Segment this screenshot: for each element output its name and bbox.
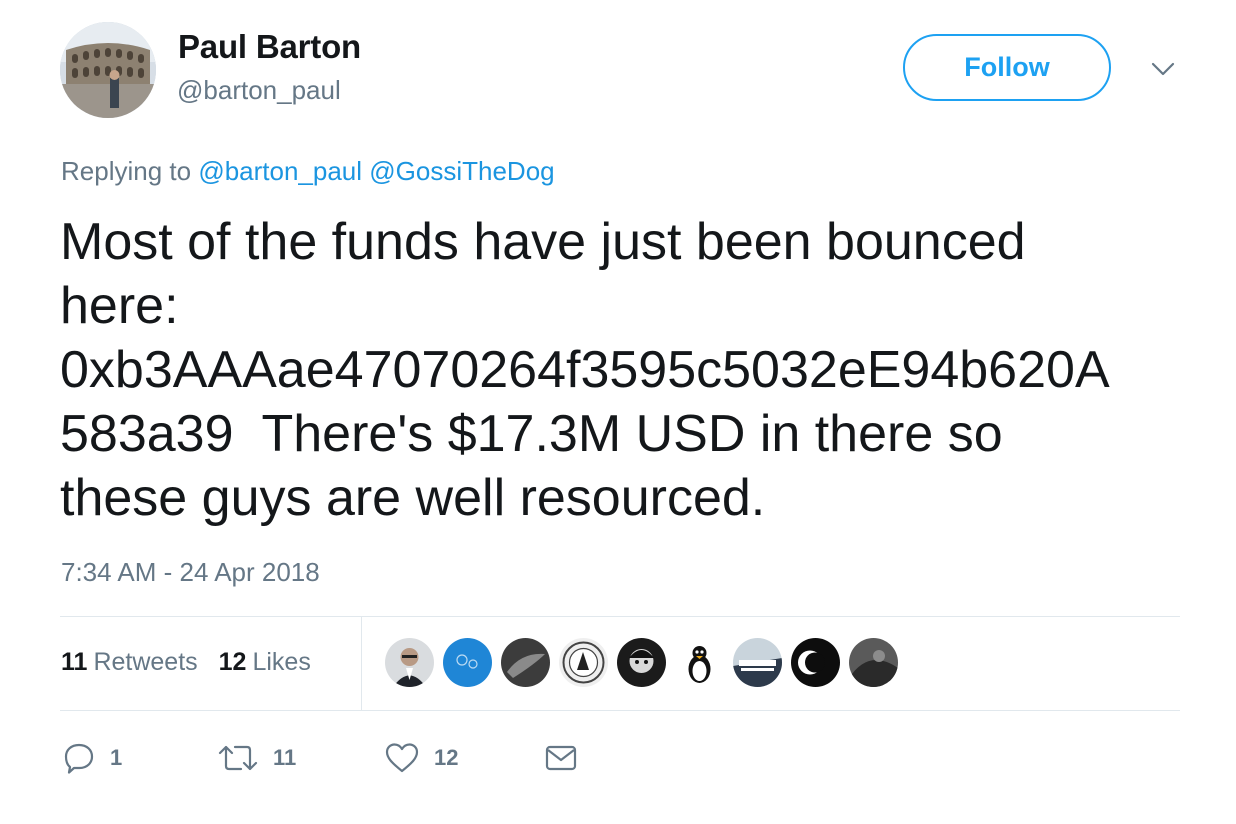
tweet-text: Most of the funds have just been bounced… xyxy=(60,210,1200,530)
tweet-line: these guys are well resourced. xyxy=(60,469,766,527)
chevron-down-icon xyxy=(1151,62,1175,76)
liker-avatar[interactable] xyxy=(617,638,666,687)
liker-avatar[interactable] xyxy=(385,638,434,687)
stats-vertical-divider xyxy=(361,617,362,710)
like-count: 12 xyxy=(434,745,459,770)
more-options-caret[interactable] xyxy=(1148,56,1178,82)
like-button[interactable]: 12 xyxy=(384,738,458,778)
mention-barton-paul[interactable]: @barton_paul xyxy=(198,156,363,186)
replying-to: Replying to @barton_paul @GossiTheDog xyxy=(61,156,555,187)
author-avatar[interactable] xyxy=(60,22,156,118)
liker-avatar[interactable] xyxy=(443,638,492,687)
tweet-line: Most of the funds have just been bounced xyxy=(60,213,1026,271)
reply-count: 1 xyxy=(110,745,123,770)
colosseum-photo xyxy=(60,22,156,118)
likes-label: Likes xyxy=(252,648,311,676)
retweets-label: Retweets xyxy=(93,648,198,676)
tweet-line: 0xb3AAAae47070264f3595c5032eE94b620A xyxy=(60,341,1110,399)
replying-prefix: Replying to xyxy=(61,156,192,186)
envelope-icon xyxy=(545,745,577,771)
direct-message-button[interactable] xyxy=(544,738,578,778)
stats-top-divider xyxy=(60,616,1180,617)
retweets-count: 11 xyxy=(61,648,88,676)
reply-button[interactable]: 1 xyxy=(62,738,122,778)
stats-bottom-divider xyxy=(60,710,1180,711)
liker-avatar[interactable] xyxy=(733,638,782,687)
liker-avatar[interactable] xyxy=(849,638,898,687)
reply-icon xyxy=(64,743,94,774)
likes-count: 12 xyxy=(218,648,247,676)
liker-avatar[interactable] xyxy=(675,638,724,687)
tweet-line: here: xyxy=(60,277,179,335)
heart-icon xyxy=(385,743,419,773)
liker-avatars xyxy=(385,638,907,687)
follow-button[interactable]: Follow xyxy=(903,34,1111,101)
retweet-count: 11 xyxy=(273,745,297,770)
mention-gossithedog[interactable]: @GossiTheDog xyxy=(369,156,555,186)
tweet-line: 583a39 There's $17.3M USD in there so xyxy=(60,405,1003,463)
likes-stat[interactable]: 12 Likes xyxy=(219,648,311,677)
tweet-stats: 11 Retweets 12 Likes xyxy=(61,648,311,677)
liker-avatar[interactable] xyxy=(559,638,608,687)
retweets-stat[interactable]: 11 Retweets xyxy=(61,648,198,677)
retweet-icon xyxy=(218,745,258,771)
author-name[interactable]: Paul Barton xyxy=(178,28,361,65)
retweet-button[interactable]: 11 xyxy=(217,738,296,778)
tweet-timestamp[interactable]: 7:34 AM - 24 Apr 2018 xyxy=(61,557,320,587)
author-handle[interactable]: @barton_paul xyxy=(177,75,341,105)
liker-avatar[interactable] xyxy=(501,638,550,687)
liker-avatar[interactable] xyxy=(791,638,840,687)
